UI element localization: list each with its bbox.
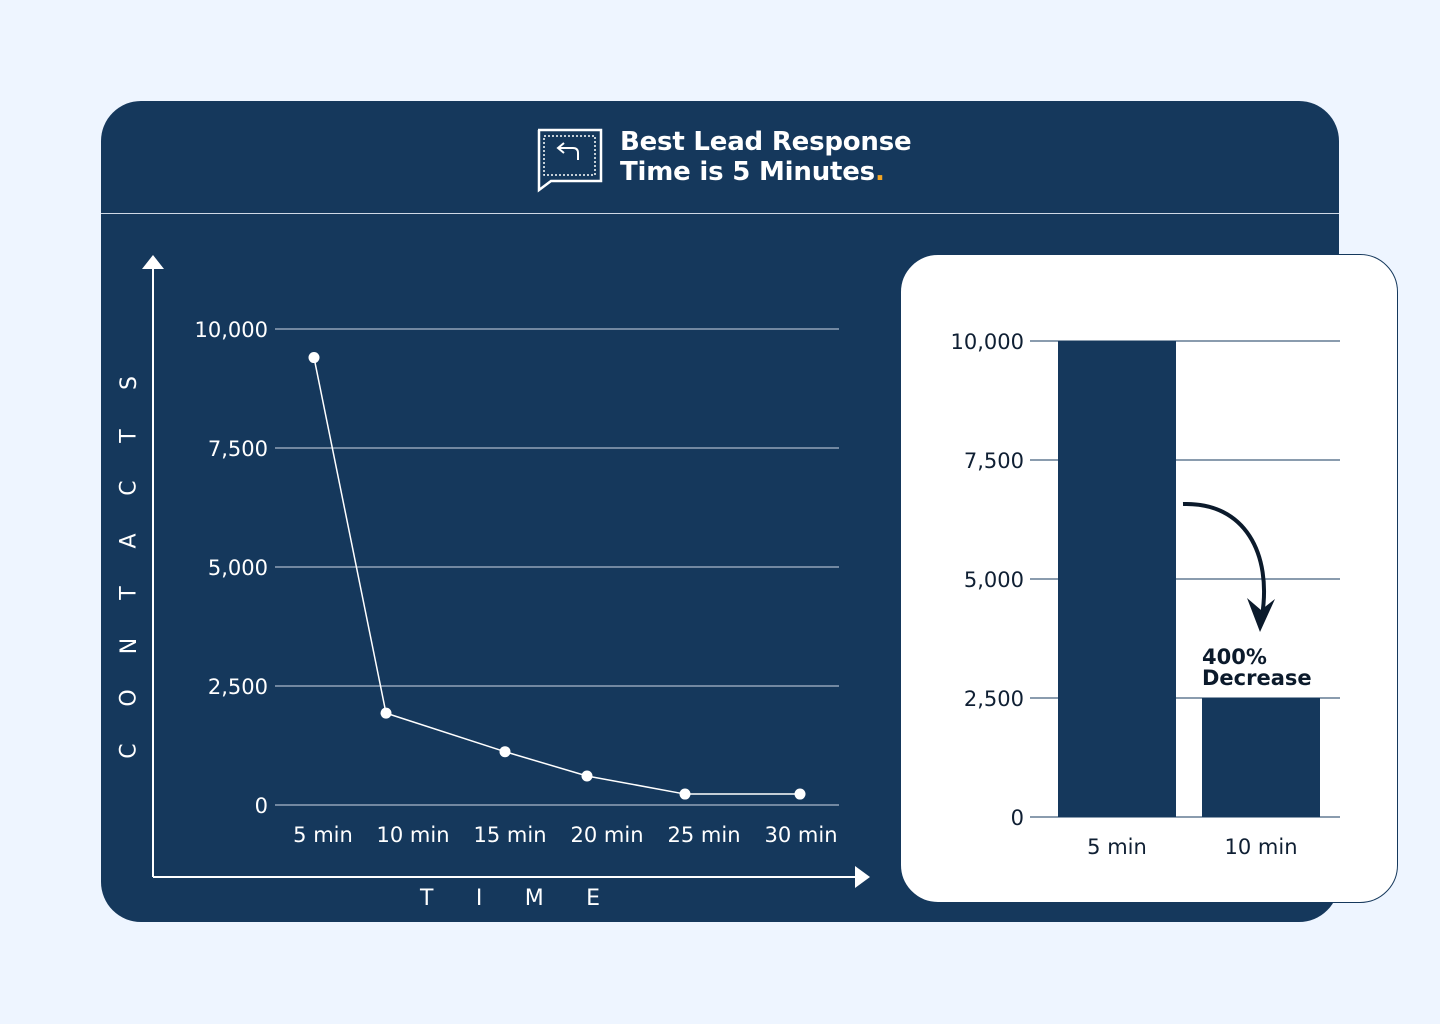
line-chart: 0 2,500 5,000 7,500 10,000 5 min 10 min 15 min 2… — [142, 255, 870, 888]
page-title: Best Lead Response Time is 5 Minutes. — [620, 127, 912, 187]
bar-chart: 0 2,500 5,000 7,500 10,000 5 min 10 min 400%Dec… — [951, 330, 1340, 859]
reply-chat-icon — [537, 128, 603, 193]
y-axis-label-letter: C — [117, 743, 142, 759]
x-axis-arrow-icon — [855, 866, 870, 888]
y-tick-label: 10,000 — [195, 318, 268, 342]
x-tick-label: 30 min — [765, 823, 838, 847]
y-axis-arrow-icon — [142, 255, 164, 269]
y-axis-label: S T C A T N O C — [112, 372, 148, 762]
y-tick-label: 5,000 — [208, 556, 268, 580]
title-line-1: Best Lead Response — [620, 127, 912, 157]
y-tick-label: 0 — [255, 794, 268, 818]
y-tick-label: 2,500 — [208, 675, 268, 699]
header-divider — [101, 213, 1339, 214]
x-tick-label: 15 min — [474, 823, 547, 847]
x-axis-label-letter: T — [420, 886, 434, 911]
data-point — [794, 788, 806, 800]
y-axis-label-letter: T — [116, 586, 142, 600]
data-point — [581, 770, 593, 782]
y-axis-label-letter: A — [117, 533, 142, 549]
y-tick-label: 10,000 — [951, 330, 1024, 354]
series-line — [313, 357, 800, 795]
x-tick-label: 10 min — [1225, 835, 1298, 859]
curved-arrow-down-icon — [1182, 501, 1267, 617]
x-axis-label-letter: I — [475, 886, 483, 911]
data-point — [499, 746, 511, 758]
bar — [1058, 341, 1176, 817]
y-axis-label-letter: S — [117, 376, 142, 390]
x-axis-label-letter: M — [524, 886, 544, 911]
x-tick-label: 5 min — [293, 823, 353, 847]
x-tick-label: 5 min — [1087, 835, 1147, 859]
data-point — [308, 352, 320, 364]
x-axis-label-letter: E — [586, 886, 600, 911]
title-dot: . — [874, 157, 885, 187]
x-tick-label: 10 min — [377, 823, 450, 847]
x-tick-label: 20 min — [571, 823, 644, 847]
y-axis-label-letter: N — [117, 637, 142, 655]
title-line-2-wrap: Time is 5 Minutes. — [620, 157, 911, 187]
y-tick-label: 0 — [1011, 806, 1024, 830]
y-tick-label: 2,500 — [964, 687, 1024, 711]
y-tick-label: 7,500 — [964, 449, 1024, 473]
x-tick-label: 25 min — [668, 823, 741, 847]
data-point — [380, 707, 392, 719]
y-axis-label-letter: C — [117, 480, 142, 496]
annotation-label: Decrease — [1202, 666, 1312, 690]
y-axis-label-letter: O — [116, 689, 142, 708]
y-tick-label: 5,000 — [964, 568, 1024, 592]
title-line-2: Time is 5 Minutes — [620, 157, 875, 187]
y-tick-label: 7,500 — [208, 437, 268, 461]
bar — [1202, 698, 1320, 817]
curved-arrow-head-icon — [1247, 598, 1275, 632]
data-point — [679, 788, 691, 800]
y-axis-label-letter: T — [116, 428, 142, 443]
annotation-percent: 400% — [1202, 645, 1267, 669]
